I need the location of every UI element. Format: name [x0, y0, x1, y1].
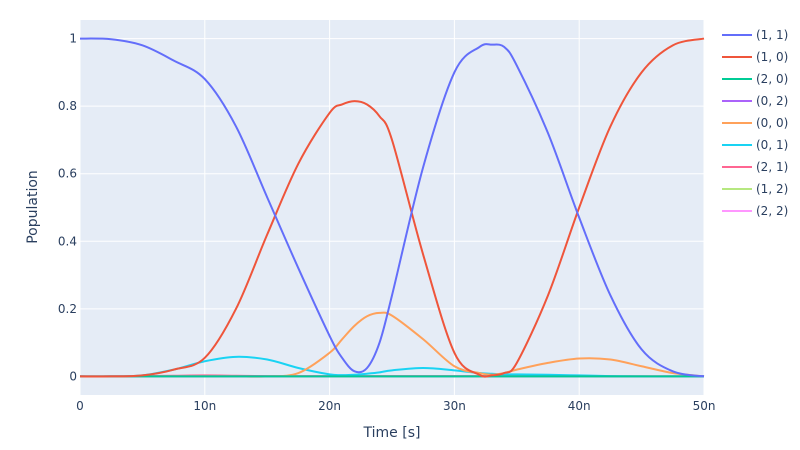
legend-item-0-2[interactable]: (0, 2) — [722, 94, 788, 108]
y-axis-title: Population — [25, 170, 41, 244]
y-tick-label: 1 — [69, 32, 77, 46]
x-tick-label: 40n — [568, 399, 591, 413]
y-tick-label: 0.2 — [58, 302, 77, 316]
legend-label: (2, 1) — [756, 160, 788, 174]
x-axis-title: Time [s] — [363, 425, 421, 441]
legend-label: (0, 0) — [756, 116, 788, 130]
y-tick-label: 0.6 — [58, 167, 77, 181]
plot-background — [80, 20, 704, 395]
y-tick-label: 0 — [69, 369, 77, 383]
legend-item-2-0[interactable]: (2, 0) — [722, 72, 788, 86]
legend[interactable]: (1, 1) (1, 0) (2, 0) (0, 2) (0, 0) (0, 1) (2, … — [722, 28, 788, 218]
y-tick-label: 0.8 — [58, 99, 77, 113]
series-line-1-1 — [79, 37, 705, 378]
x-tick-label: 50n — [693, 399, 716, 413]
legend-label: (1, 1) — [756, 28, 788, 42]
legend-item-1-2[interactable]: (1, 2) — [722, 182, 788, 196]
x-tick-label: 0 — [76, 399, 84, 413]
legend-label: (1, 0) — [756, 50, 788, 64]
x-tick-label: 30n — [443, 399, 466, 413]
legend-item-1-1[interactable]: (1, 1) — [722, 28, 788, 42]
legend-item-2-2[interactable]: (2, 2) — [722, 204, 788, 218]
series-line-0-1 — [79, 355, 704, 378]
legend-item-2-1[interactable]: (2, 1) — [722, 160, 788, 174]
x-tick-label: 10n — [193, 399, 216, 413]
x-tick-label: 20n — [318, 399, 341, 413]
legend-item-0-1[interactable]: (0, 1) — [722, 138, 788, 152]
series-lines — [79, 37, 705, 378]
legend-label: (0, 2) — [756, 94, 788, 108]
legend-label: (0, 1) — [756, 138, 788, 152]
y-tick-label: 0.4 — [58, 234, 77, 248]
legend-label: (2, 2) — [756, 204, 788, 218]
legend-item-1-0[interactable]: (1, 0) — [722, 50, 788, 64]
y-tick-labels: 0 0.2 0.4 0.6 0.8 1 — [58, 32, 77, 384]
legend-label: (2, 0) — [756, 72, 788, 86]
legend-label: (1, 2) — [756, 182, 788, 196]
series-line-1-0 — [79, 37, 705, 378]
x-tick-labels: 0 10n 20n 30n 40n 50n — [76, 399, 715, 413]
legend-item-0-0[interactable]: (0, 0) — [722, 116, 788, 130]
